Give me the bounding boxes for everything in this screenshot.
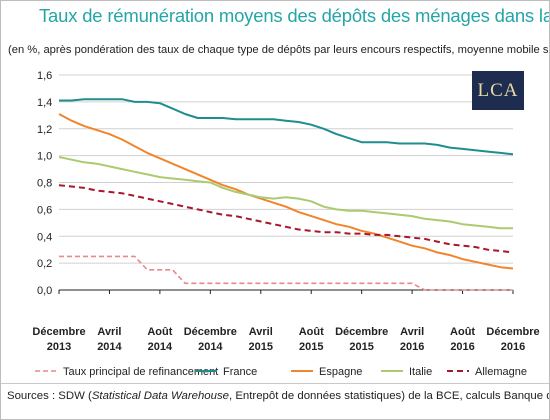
sources-italic: Statistical Data Warehouse — [91, 390, 229, 402]
x-tick-label-year: 2014 — [97, 341, 122, 353]
chart-title: Taux de rémunération moyens des dépôts d… — [39, 5, 549, 26]
x-tick-label-year: 2013 — [47, 341, 71, 353]
legend-label: Allemagne — [475, 366, 527, 378]
sources-note: Sources : SDW (Statistical Data Warehous… — [1, 383, 549, 402]
series-line — [59, 98, 514, 156]
y-tick-label: 1,0 — [37, 151, 52, 163]
y-axis-ticks: 0,0 0,2 0,4 0,6 0,8 1,0 1,2 1,4 1,6 — [37, 70, 52, 297]
x-tick-label-month: Août — [147, 326, 172, 338]
x-tick-label-month: Avril — [249, 326, 273, 338]
legend-label: France — [223, 366, 257, 378]
sources-prefix: Sources : SDW ( — [7, 390, 92, 402]
grid-lines — [59, 74, 513, 291]
y-tick-label: 0,8 — [37, 178, 52, 190]
x-tick-label-year: 2016 — [450, 341, 474, 353]
series-line — [58, 184, 514, 254]
x-tick-label-year: 2015 — [299, 341, 323, 353]
x-tick-label-month: Avril — [400, 326, 424, 338]
x-tick-label-year: 2014 — [148, 341, 173, 353]
y-tick-label: 1,6 — [37, 70, 52, 82]
series-line — [58, 156, 513, 230]
y-tick-label: 0,0 — [37, 285, 52, 297]
x-tick-label-month: Décembre — [32, 326, 85, 338]
x-tick-label-year: 2014 — [198, 341, 223, 353]
series-line — [59, 255, 513, 291]
x-tick-label-month: Août — [299, 326, 324, 338]
lca-logo: LCA — [472, 71, 524, 110]
y-tick-label: 1,4 — [37, 97, 52, 109]
x-tick-label-year: 2016 — [400, 341, 424, 353]
x-tick-label-year: 2016 — [501, 341, 525, 353]
chart-subtitle: (en %, après pondération des taux de cha… — [8, 44, 550, 56]
series-lines — [58, 98, 514, 291]
x-tick-label-year: 2015 — [249, 341, 273, 353]
legend-label: Italie — [409, 366, 432, 378]
x-tick-label-month: Août — [450, 326, 475, 338]
sources-suffix: , Entrepôt de données statistiques) de l… — [229, 390, 549, 402]
legend: Taux principal de refinancement France Esp… — [35, 366, 527, 378]
x-tick-label-month: Décembre — [335, 326, 388, 338]
x-axis-ticks: Décembre 2013 Avril 2014 Août 2014 Décembre 201… — [32, 290, 540, 353]
y-tick-label: 1,2 — [37, 124, 52, 136]
series-line — [58, 113, 514, 270]
y-tick-label: 0,4 — [37, 231, 52, 243]
x-tick-label-month: Avril — [97, 326, 121, 338]
x-tick-label-month: Décembre — [184, 326, 237, 338]
y-tick-label: 0,6 — [37, 204, 52, 216]
x-tick-label-month: Décembre — [486, 326, 539, 338]
x-tick-label-year: 2015 — [349, 341, 373, 353]
legend-label: Espagne — [319, 366, 362, 378]
y-tick-label: 0,2 — [37, 258, 52, 270]
legend-label: Taux principal de refinancement — [63, 366, 218, 378]
